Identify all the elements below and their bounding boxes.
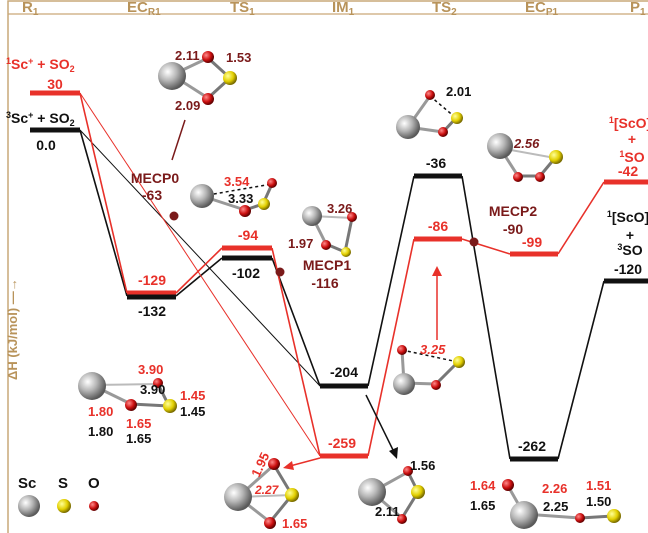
svg-text:2.27: 2.27: [254, 483, 280, 497]
ts2-top-structure: 2.01: [396, 84, 471, 139]
val-im1-singlet: -259: [328, 435, 356, 451]
svg-text:+: +: [626, 227, 634, 243]
svg-text:1[ScO]: 1[ScO]: [607, 209, 648, 225]
mecp1-point: [275, 267, 285, 277]
legend-o-label: O: [88, 475, 100, 492]
svg-text:+: +: [628, 131, 636, 147]
val-ts1-singlet: -94: [238, 227, 258, 243]
svg-text:1.53: 1.53: [226, 50, 251, 65]
svg-text:1.50: 1.50: [586, 494, 611, 509]
im1-triplet-structure: 1.56 2.11: [358, 394, 435, 524]
val-ecp-singlet: -99: [522, 234, 542, 250]
label-triplet-reactant: 3Sc+ + SO2: [6, 110, 75, 128]
energy-levels: [30, 90, 648, 462]
svg-text:1[ScO]: 1[ScO]: [609, 115, 648, 131]
header-ts2: TS2: [432, 0, 457, 18]
val-ec-singlet: -129: [138, 272, 166, 288]
header-im1: IM1: [332, 0, 355, 18]
svg-text:1.56: 1.56: [410, 458, 435, 473]
ts2-lower-structure: 3.25: [393, 266, 465, 395]
mecp0-point: [169, 211, 179, 221]
val-r-triplet: 0.0: [36, 137, 56, 153]
legend-sc-label: Sc: [18, 475, 36, 492]
header-ts1: TS1: [230, 0, 255, 18]
svg-text:3SO: 3SO: [617, 242, 642, 258]
legend-o-icon: [89, 501, 99, 511]
svg-text:1.64: 1.64: [470, 478, 496, 493]
val-im1-triplet: -204: [330, 364, 358, 380]
svg-text:1.80: 1.80: [88, 404, 113, 419]
header-r1: R1: [22, 0, 39, 18]
legend-sc-icon: [18, 495, 40, 517]
label-triplet-product: 1[ScO] + 3SO: [607, 209, 648, 258]
mecp-points: [169, 211, 479, 277]
svg-text:2.25: 2.25: [543, 499, 568, 514]
svg-text:1.45: 1.45: [180, 388, 205, 403]
svg-text:1.51: 1.51: [586, 478, 611, 493]
svg-text:1.97: 1.97: [288, 236, 313, 251]
svg-text:2.09: 2.09: [175, 98, 200, 113]
ts1-structure: 3.54 3.33: [190, 174, 277, 217]
svg-text:2.01: 2.01: [446, 84, 471, 99]
species-labels: 1Sc+ + SO2 3Sc+ + SO2 1[ScO] + 1SO 1[ScO…: [6, 56, 648, 258]
header-ecp1: ECP1: [525, 0, 559, 18]
val-ts2-triplet: -36: [426, 155, 446, 171]
mecp0-value: -63: [142, 187, 162, 203]
mecp2-point: [469, 237, 479, 247]
val-r-singlet: 30: [47, 76, 63, 92]
svg-text:1.65: 1.65: [282, 516, 307, 531]
svg-text:2.56: 2.56: [513, 136, 540, 151]
legend-s-label: S: [58, 475, 68, 492]
mecp0-label: MECP0: [131, 170, 179, 186]
y-axis-text: ΔH (kJ/mol) —→: [5, 278, 20, 380]
svg-text:3.25: 3.25: [420, 342, 446, 357]
svg-text:1.80: 1.80: [88, 424, 113, 439]
legend-s-icon: [57, 499, 71, 513]
svg-text:3.33: 3.33: [228, 191, 253, 206]
mecp0-structure: 2.11 1.53 2.09: [158, 48, 251, 161]
y-axis-label: ΔH (kJ/mol) —→: [5, 278, 20, 380]
svg-text:1.65: 1.65: [126, 416, 151, 431]
header: R1 ECR1 TS1 IM1 TS2 ECP1 P1: [22, 0, 646, 18]
ecp-structure: 1.64 1.65 2.26 2.25 1.51 1.50: [470, 478, 621, 529]
atom-legend: Sc S O: [18, 475, 100, 517]
triplet-connectors: [79, 129, 605, 460]
ecr-structure: 3.90 3.90 1.80 1.80 1.65 1.65 1.45 1.45: [78, 362, 205, 446]
svg-text:3.54: 3.54: [224, 174, 250, 189]
im1-singlet-structure: 1.95 2.27 1.65: [224, 450, 321, 531]
header-ecr1: ECR1: [127, 0, 161, 18]
svg-text:3.90: 3.90: [138, 362, 163, 377]
svg-text:1.45: 1.45: [180, 404, 205, 419]
svg-text:1.65: 1.65: [470, 498, 495, 513]
mecp1-label: MECP1: [303, 257, 351, 273]
mecp2-value: -90: [503, 221, 523, 237]
val-ec-triplet: -132: [138, 303, 166, 319]
val-ecp-triplet: -262: [518, 438, 546, 454]
mecp2-label: MECP2: [489, 203, 537, 219]
svg-text:2.11: 2.11: [375, 504, 400, 519]
label-singlet-reactant: 1Sc+ + SO2: [6, 56, 75, 74]
svg-text:1.65: 1.65: [126, 431, 151, 446]
svg-text:2.11: 2.11: [175, 48, 200, 63]
svg-text:3.90: 3.90: [140, 382, 165, 397]
svg-text:1SO: 1SO: [619, 149, 644, 165]
mecp1-structure: 3.26 1.97: [288, 201, 357, 257]
val-p-triplet: -120: [614, 261, 642, 277]
val-ts2-singlet: -86: [428, 218, 448, 234]
svg-text:2.26: 2.26: [542, 481, 567, 496]
mecp2-structure: 2.56: [487, 133, 563, 182]
mecp1-value: -116: [311, 275, 338, 291]
energy-values: 30 0.0 -129 -132 -94 -102 -204 -259 -36 …: [36, 76, 642, 454]
mecp-labels: MECP0 -63 MECP1 -116 MECP2 -90: [131, 170, 537, 291]
val-p-singlet: -42: [618, 163, 638, 179]
header-p1: P1: [630, 0, 646, 18]
val-ts1-triplet: -102: [232, 265, 260, 281]
svg-text:3.26: 3.26: [327, 201, 352, 216]
label-singlet-product: 1[ScO] + 1SO: [609, 115, 648, 165]
frame: [7, 0, 648, 533]
